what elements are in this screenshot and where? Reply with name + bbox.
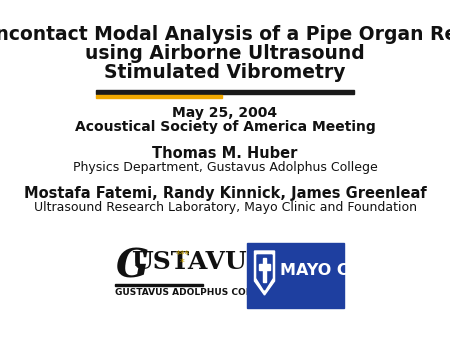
Bar (96, 95, 222, 97)
Text: Ultrasound Research Laboratory, Mayo Clinic and Foundation: Ultrasound Research Laboratory, Mayo Cli… (33, 201, 417, 214)
Text: Thomas M. Huber: Thomas M. Huber (152, 146, 298, 161)
Text: Noncontact Modal Analysis of a Pipe Organ Reed: Noncontact Modal Analysis of a Pipe Orga… (0, 25, 450, 44)
Polygon shape (255, 251, 274, 295)
Text: ***: *** (176, 250, 190, 260)
Bar (115, 284, 203, 286)
Text: using Airborne Ultrasound: using Airborne Ultrasound (85, 44, 365, 63)
Text: Physics Department, Gustavus Adolphus College: Physics Department, Gustavus Adolphus Co… (72, 161, 378, 174)
Text: MAYO CLINIC: MAYO CLINIC (279, 263, 396, 278)
Text: Stimulated Vibrometry: Stimulated Vibrometry (104, 63, 346, 82)
Text: Acoustical Society of America Meeting: Acoustical Society of America Meeting (75, 120, 375, 134)
Text: *: * (180, 258, 184, 268)
Bar (259, 264, 270, 270)
Text: USTAVUS: USTAVUS (131, 250, 265, 274)
Text: GUSTAVUS ADOLPHUS COLLEGE: GUSTAVUS ADOLPHUS COLLEGE (115, 288, 277, 297)
Polygon shape (257, 255, 272, 290)
Text: G: G (115, 248, 148, 286)
Bar (263, 258, 266, 282)
Bar (247, 243, 344, 308)
Text: May 25, 2004: May 25, 2004 (172, 106, 278, 120)
Text: Mostafa Fatemi, Randy Kinnick, James Greenleaf: Mostafa Fatemi, Randy Kinnick, James Gre… (24, 186, 427, 201)
Bar (96, 90, 354, 94)
